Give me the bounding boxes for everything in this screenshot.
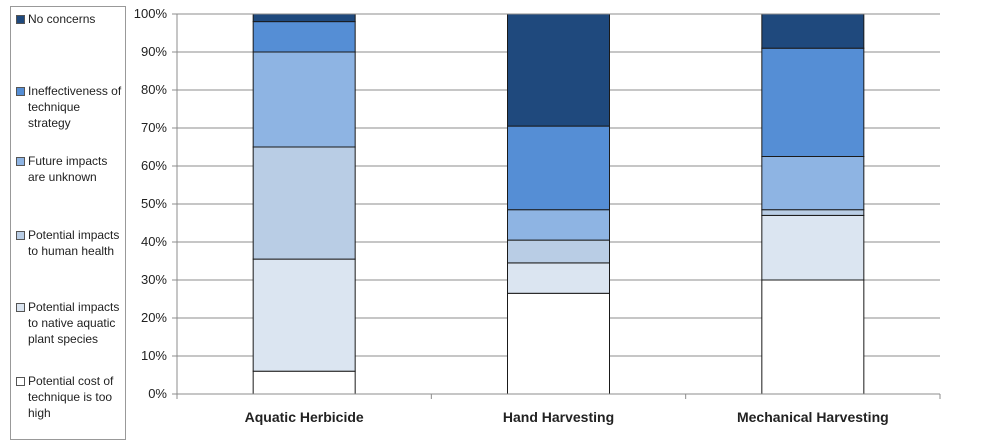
legend-label: Ineffectiveness of technique strategy: [28, 84, 122, 130]
legend-swatch: [16, 231, 25, 240]
y-tick-label: 30%: [141, 272, 167, 287]
legend-swatch: [16, 303, 25, 312]
y-tick-label: 50%: [141, 196, 167, 211]
legend-label: Potential impacts to human health: [28, 228, 120, 258]
bar-segment: [507, 262, 610, 294]
y-tick-label: 100%: [134, 6, 168, 21]
category-label: Hand Harvesting: [503, 409, 614, 425]
bar-segment: [761, 13, 865, 49]
y-tick-label: 10%: [141, 348, 167, 363]
bar-segment: [252, 370, 356, 395]
bar-stack: [761, 13, 865, 395]
bar-segment: [761, 156, 865, 211]
bar-segment: [761, 209, 865, 216]
legend-label: Potential cost of technique is too high: [28, 374, 114, 420]
bar-segment: [252, 13, 356, 23]
legend-item-cost-too-high: Potential cost of technique is too high: [16, 373, 124, 421]
bar-segment: [761, 47, 865, 158]
legend-item-future-impacts: Future impacts are unknown: [16, 153, 124, 185]
bar-segment: [252, 51, 356, 148]
y-tick-label: 0%: [148, 386, 167, 401]
y-axis-tick-labels: 0% 10% 20% 30% 40% 50% 60% 70% 80% 90% 100%: [134, 6, 168, 401]
bar-segment: [507, 239, 610, 264]
bar-segment: [507, 292, 610, 395]
legend-item-no-concerns: No concerns: [16, 11, 124, 27]
legend-item-ineffectiveness: Ineffectiveness of technique strategy: [16, 83, 124, 131]
y-tick-label: 20%: [141, 310, 167, 325]
bar-segment: [761, 214, 865, 281]
bars: [252, 13, 865, 395]
legend-swatch: [16, 87, 25, 96]
bar-segment: [252, 21, 356, 53]
legend-label: No concerns: [28, 12, 96, 26]
category-labels: Aquatic Herbicide Hand Harvesting Mechanic…: [245, 409, 889, 425]
y-tick-label: 40%: [141, 234, 167, 249]
bar-segment: [507, 209, 610, 241]
category-label: Mechanical Harvesting: [737, 409, 889, 425]
y-tick-label: 90%: [141, 44, 167, 59]
bar-segment: [761, 279, 865, 395]
legend-label: Potential impacts to native aquatic plan…: [28, 300, 120, 346]
legend: No concerns Ineffectiveness of technique…: [10, 6, 126, 440]
legend-swatch: [16, 15, 25, 24]
bar-segment: [507, 13, 610, 127]
legend-item-native-plants: Potential impacts to native aquatic plan…: [16, 299, 124, 347]
bar-stack: [507, 13, 610, 395]
bar-stack: [252, 13, 356, 395]
y-tick-label: 80%: [141, 82, 167, 97]
bar-segment: [252, 258, 356, 372]
legend-swatch: [16, 157, 25, 166]
legend-swatch: [16, 377, 25, 386]
y-tick-label: 60%: [141, 158, 167, 173]
bar-segment: [507, 125, 610, 211]
bar-segment: [252, 146, 356, 260]
legend-item-human-health: Potential impacts to human health: [16, 227, 124, 259]
y-tick-label: 70%: [141, 120, 167, 135]
legend-label: Future impacts are unknown: [28, 154, 108, 184]
category-label: Aquatic Herbicide: [245, 409, 364, 425]
axes: [176, 13, 941, 399]
